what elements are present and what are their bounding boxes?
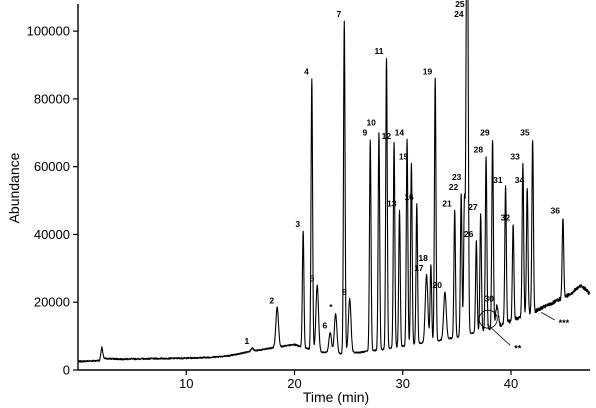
peak-label: 20: [432, 280, 442, 290]
y-tick-label: 80000: [34, 91, 70, 106]
y-tick-label: 0: [63, 363, 70, 378]
marker-label: ***: [559, 318, 570, 328]
y-ticks: 0 20000 40000 60000 80000 100000: [27, 24, 78, 378]
peak-label: 35: [520, 128, 530, 138]
highlight-circle: [478, 309, 498, 329]
peak-label: 15: [399, 151, 409, 161]
peak-labels: 123456*789101112131415161718192021222324…: [245, 0, 561, 346]
peak-label: 10: [366, 118, 376, 128]
peak-label: 21: [442, 199, 452, 209]
peak-label: 28: [474, 145, 484, 155]
peak-label: 23: [452, 172, 462, 182]
peak-label: 26: [464, 229, 474, 239]
peak-label: 5: [309, 273, 314, 283]
y-axis-title: Abundance: [6, 152, 22, 223]
x-axis-title: Time (min): [303, 389, 369, 405]
marker-label: **: [514, 343, 522, 353]
peak-label: 9: [363, 128, 368, 138]
peak-label: 33: [510, 151, 520, 161]
x-tick-label: 20: [287, 376, 301, 391]
peak-label: 12: [382, 131, 392, 141]
peak-label: 8: [342, 287, 347, 297]
peak-label: 22: [449, 182, 459, 192]
peak-label: 29: [480, 128, 490, 138]
annotation-leaders: [478, 309, 555, 346]
peak-label: 16: [404, 192, 414, 202]
peak-label: 3: [295, 219, 300, 229]
peak-label: 7: [337, 9, 342, 19]
peak-label: 4: [304, 67, 309, 77]
peak-label: 36: [550, 206, 560, 216]
x-tick-label: 30: [396, 376, 410, 391]
peak-label: 6: [322, 321, 327, 331]
peak-label: 27: [468, 202, 478, 212]
peak-label: 24: [454, 9, 464, 19]
peak-label: 1: [245, 336, 250, 346]
peak-label: 30: [484, 294, 494, 304]
peak-label: *: [329, 302, 333, 312]
chromatogram-trace: [77, 0, 591, 363]
peak-label: 18: [418, 253, 428, 263]
y-tick-label: 20000: [34, 295, 70, 310]
marker-leader: [486, 323, 511, 346]
peak-label: 17: [414, 263, 424, 273]
x-tick-label: 10: [179, 376, 193, 391]
peak-label: 14: [395, 128, 405, 138]
x-ticks: 10 20 30 40: [179, 370, 518, 391]
marker-leader: [541, 312, 555, 321]
peak-label: 19: [423, 67, 433, 77]
y-tick-label: 40000: [34, 227, 70, 242]
peak-label: 32: [501, 212, 511, 222]
y-tick-label: 60000: [34, 159, 70, 174]
peak-label: 13: [387, 199, 397, 209]
peak-label: 11: [374, 46, 383, 56]
peak-label: 31: [493, 175, 503, 185]
peak-label: 34: [515, 175, 525, 185]
x-tick-label: 40: [504, 376, 518, 391]
peak-label: 2: [269, 295, 274, 305]
axes: [77, 4, 590, 371]
marker-labels: *****: [514, 318, 569, 353]
y-tick-label: 100000: [27, 24, 70, 39]
peak-label: 25: [455, 0, 465, 9]
